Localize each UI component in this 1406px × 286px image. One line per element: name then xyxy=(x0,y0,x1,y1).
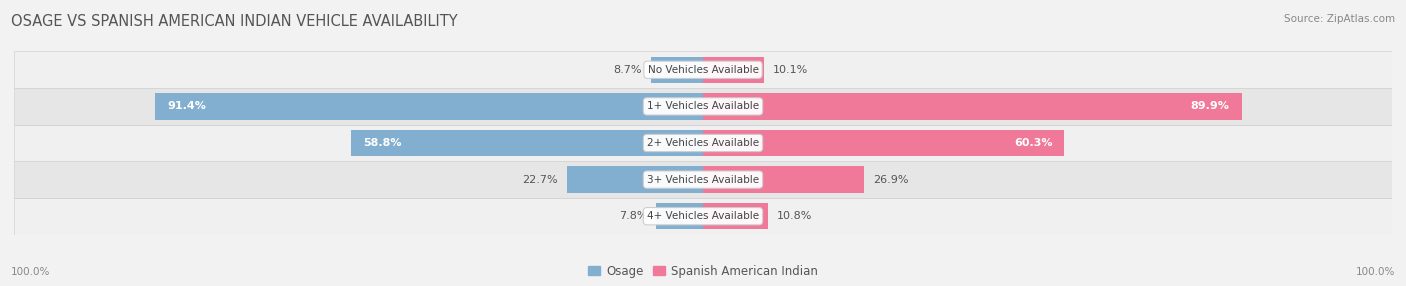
Bar xyxy=(567,166,703,193)
Legend: Osage, Spanish American Indian: Osage, Spanish American Indian xyxy=(586,262,820,280)
Text: OSAGE VS SPANISH AMERICAN INDIAN VEHICLE AVAILABILITY: OSAGE VS SPANISH AMERICAN INDIAN VEHICLE… xyxy=(11,14,458,29)
Text: 100.0%: 100.0% xyxy=(11,267,51,277)
Bar xyxy=(657,203,703,229)
Text: 3+ Vehicles Available: 3+ Vehicles Available xyxy=(647,175,759,184)
Text: 7.8%: 7.8% xyxy=(619,211,647,221)
Text: 8.7%: 8.7% xyxy=(613,65,643,75)
Text: 4+ Vehicles Available: 4+ Vehicles Available xyxy=(647,211,759,221)
Bar xyxy=(703,57,763,83)
Text: No Vehicles Available: No Vehicles Available xyxy=(648,65,758,75)
Bar xyxy=(14,125,1392,161)
Bar xyxy=(651,57,703,83)
Text: 2+ Vehicles Available: 2+ Vehicles Available xyxy=(647,138,759,148)
Text: 10.8%: 10.8% xyxy=(776,211,813,221)
Bar xyxy=(703,203,768,229)
Text: 91.4%: 91.4% xyxy=(167,102,207,111)
Text: 100.0%: 100.0% xyxy=(1355,267,1395,277)
Bar xyxy=(14,161,1392,198)
Text: 10.1%: 10.1% xyxy=(772,65,807,75)
Bar xyxy=(703,130,1064,156)
Text: 22.7%: 22.7% xyxy=(523,175,558,184)
Text: 26.9%: 26.9% xyxy=(873,175,908,184)
Text: 58.8%: 58.8% xyxy=(363,138,401,148)
Bar xyxy=(156,93,703,120)
Bar xyxy=(703,93,1241,120)
Text: 60.3%: 60.3% xyxy=(1014,138,1052,148)
Text: Source: ZipAtlas.com: Source: ZipAtlas.com xyxy=(1284,14,1395,24)
Text: 89.9%: 89.9% xyxy=(1191,102,1230,111)
Bar xyxy=(14,51,1392,88)
Bar xyxy=(14,88,1392,125)
Bar xyxy=(14,198,1392,235)
Bar xyxy=(703,166,865,193)
Text: 1+ Vehicles Available: 1+ Vehicles Available xyxy=(647,102,759,111)
Bar xyxy=(350,130,703,156)
